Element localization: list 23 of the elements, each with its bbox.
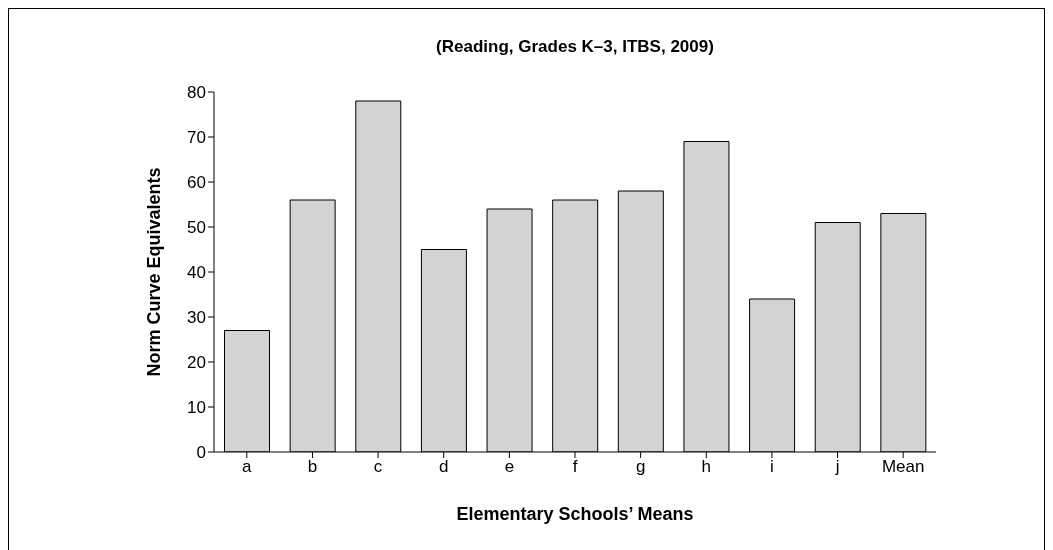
y-tick-label: 30 — [187, 308, 206, 328]
x-tick-label: d — [438, 457, 449, 477]
y-tick-label: 20 — [187, 353, 206, 373]
y-tick-label: 10 — [187, 398, 206, 418]
y-tick-label: 60 — [187, 173, 206, 193]
y-tick-label: 80 — [187, 83, 206, 103]
x-tick-label: j — [834, 457, 840, 477]
x-tick-label: g — [635, 457, 646, 477]
x-tick-label: c — [373, 457, 383, 477]
y-tick-label: 70 — [187, 128, 206, 148]
x-tick-label: a — [242, 457, 253, 477]
x-tick-label: Mean — [881, 457, 925, 477]
x-tick-label: i — [770, 457, 774, 477]
y-tick-label: 0 — [196, 443, 206, 463]
y-tick-label: 50 — [187, 218, 206, 238]
x-tick-label: f — [572, 457, 578, 477]
chart-title: (Reading, Grades K–3, ITBS, 2009) — [435, 37, 715, 57]
x-axis-title: Elementary Schools’ Means — [456, 504, 694, 524]
y-tick-label: 40 — [187, 263, 206, 283]
x-tick-label: e — [504, 457, 515, 477]
x-tick-label: b — [307, 457, 318, 477]
x-tick-label: h — [701, 457, 712, 477]
y-axis-title: Norm Curve Equivalents — [144, 167, 165, 377]
